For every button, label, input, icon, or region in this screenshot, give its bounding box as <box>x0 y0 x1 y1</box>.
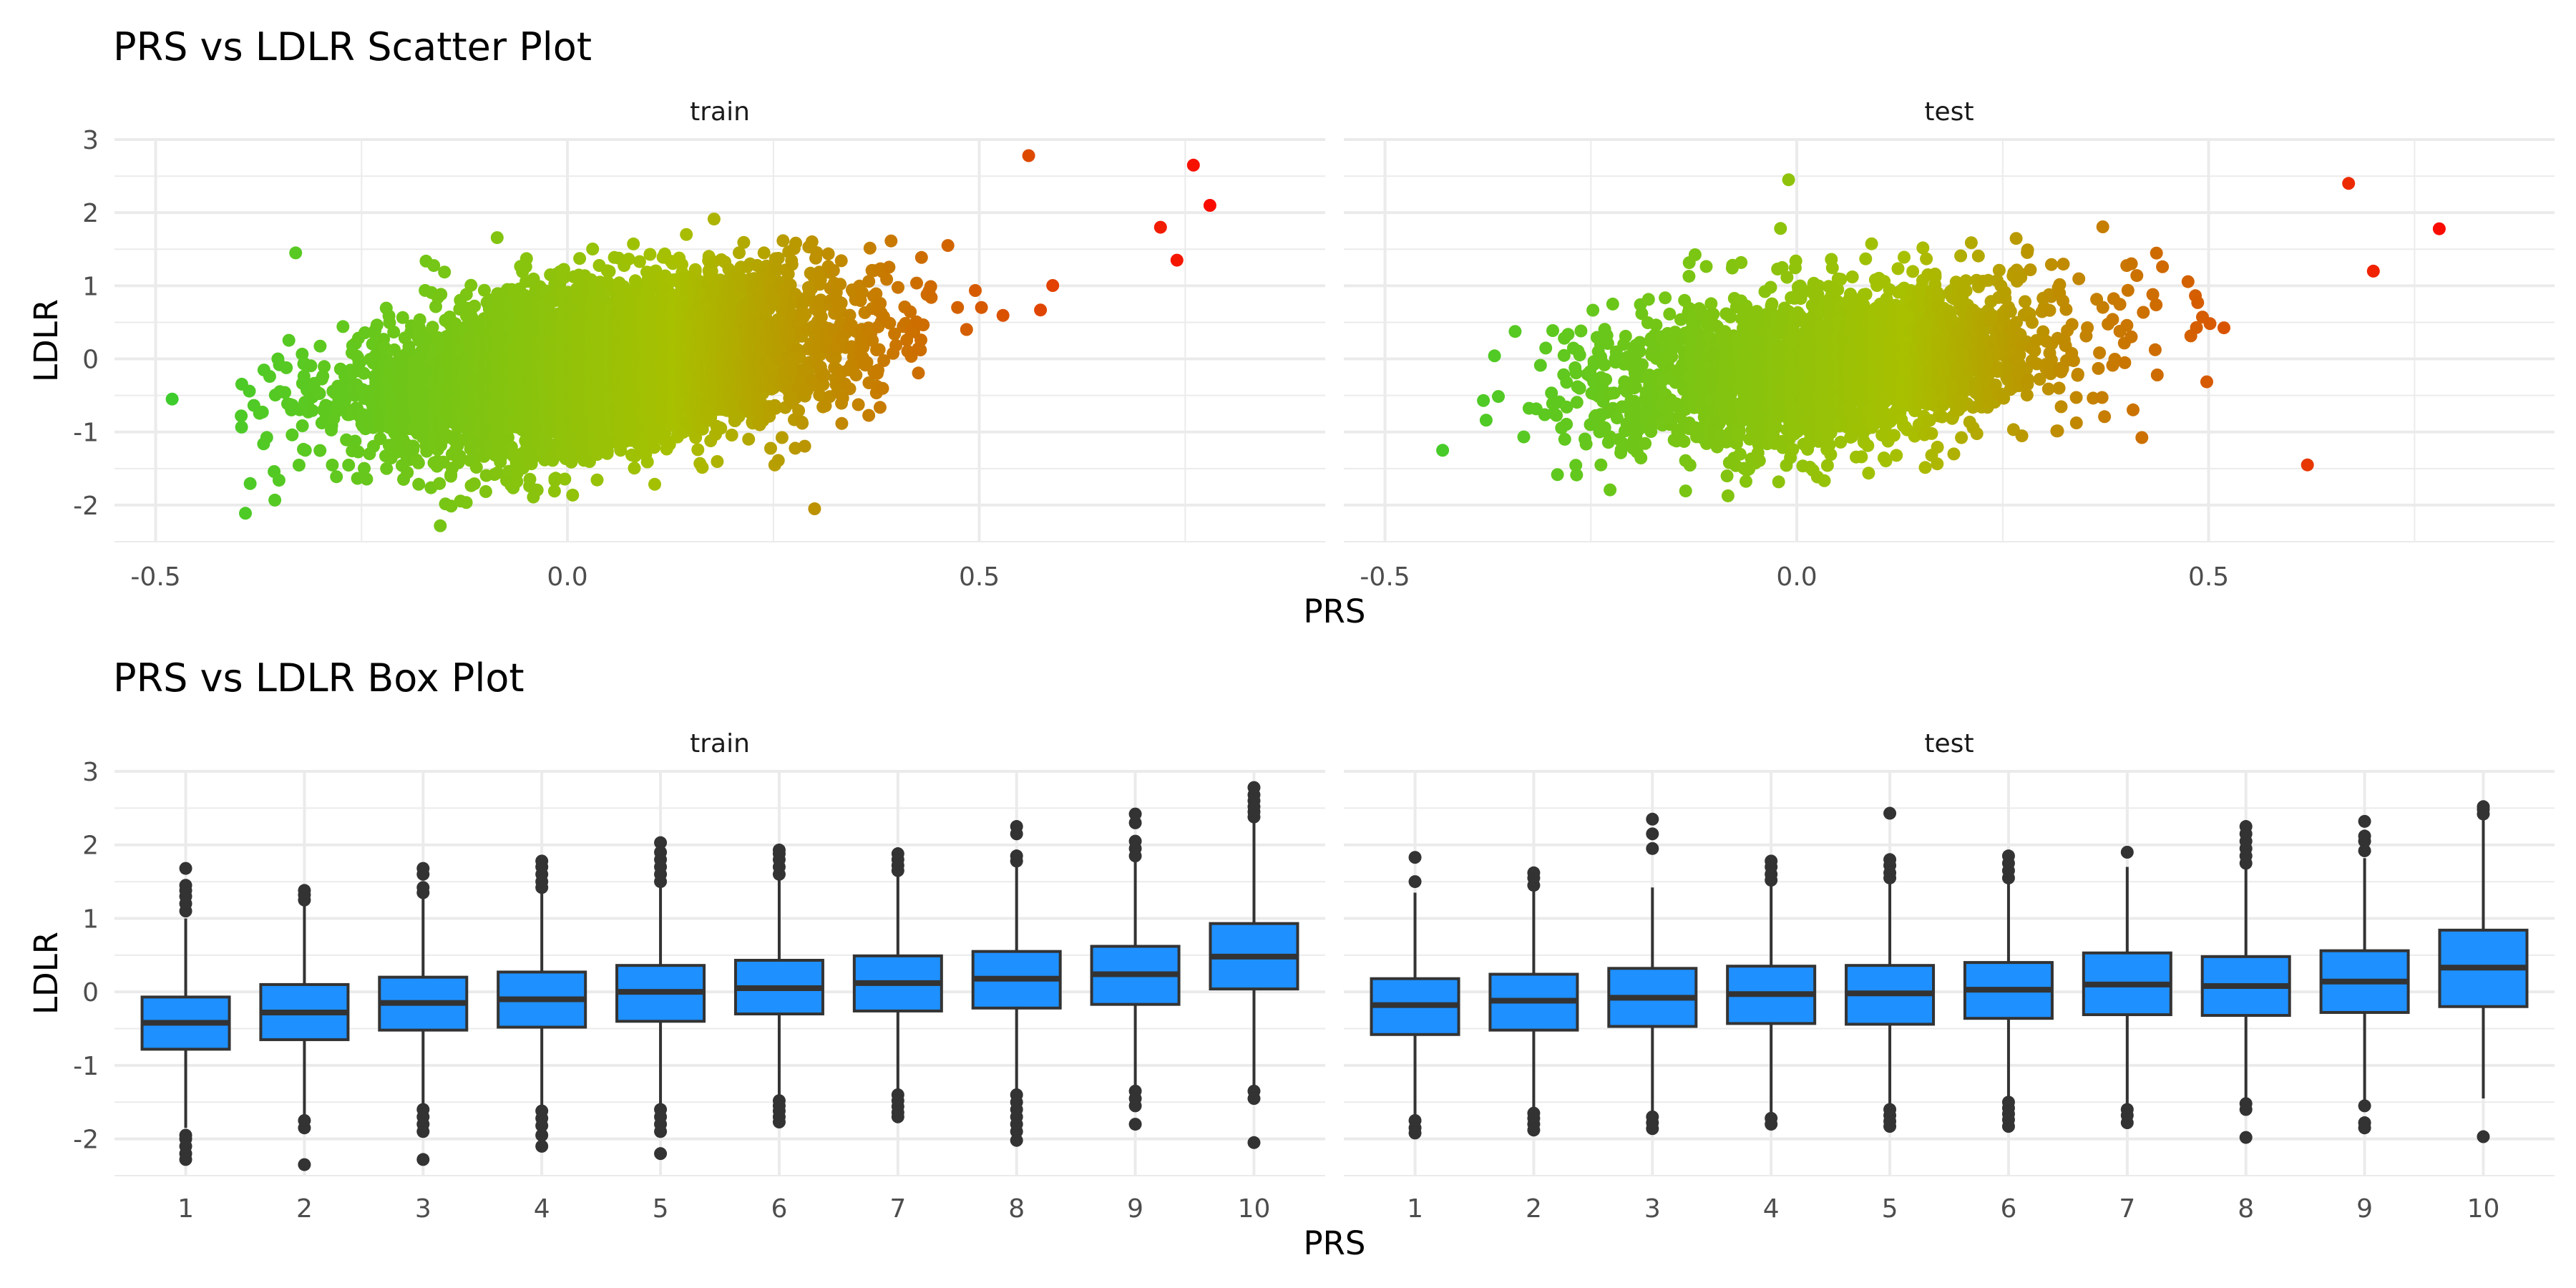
scatter-point <box>351 472 364 485</box>
scatter-point <box>434 519 447 532</box>
scatter-point <box>479 485 492 498</box>
scatter-point <box>464 278 478 292</box>
scatter-point <box>313 444 327 457</box>
scatter-point <box>433 477 447 490</box>
scatter-point <box>434 288 448 301</box>
scatter-point <box>469 461 483 474</box>
scatter-point <box>438 265 452 279</box>
scatter-point <box>260 431 273 444</box>
scatter-point <box>406 439 420 453</box>
scatter-point <box>280 361 293 374</box>
scatter-point <box>353 356 366 369</box>
scatter-point <box>558 472 572 486</box>
scatter-point <box>278 386 291 399</box>
scatter-point <box>453 449 467 463</box>
scatter-point <box>282 333 296 347</box>
scatter-point <box>297 369 311 383</box>
scatter-point <box>622 253 635 266</box>
scatter-title: PRS vs LDLR Scatter Plot <box>113 24 592 69</box>
scatter-point <box>330 470 343 484</box>
scatter-point <box>412 477 426 491</box>
scatter-point <box>296 419 309 432</box>
scatter-point <box>326 458 339 472</box>
scatter-point <box>342 459 356 472</box>
scatter-point <box>680 228 693 241</box>
scatter-point <box>519 252 533 265</box>
scatter-point <box>360 472 374 486</box>
scatter-point <box>263 370 276 384</box>
scatter-point <box>401 466 414 479</box>
scatter-point <box>243 477 257 490</box>
scatter-point <box>696 461 709 474</box>
scatter-point <box>351 445 365 459</box>
scatter-point <box>235 409 248 423</box>
scatter-point <box>304 359 318 373</box>
scatter-point <box>306 404 319 417</box>
scatter-point <box>426 321 439 334</box>
scatter-point <box>459 496 473 509</box>
scatter-point <box>586 243 600 255</box>
scatter-point <box>643 248 657 261</box>
scatter-point <box>413 313 426 326</box>
scatter-point <box>628 462 641 475</box>
scatter-point <box>648 477 661 491</box>
scatter-point <box>640 455 654 469</box>
scatter-point <box>420 444 434 458</box>
scatter-point <box>289 246 303 260</box>
scatter-point <box>235 420 248 434</box>
scatter-point <box>286 428 299 441</box>
scatter-point <box>358 462 371 475</box>
scatter-point <box>243 384 256 398</box>
scatter-point <box>298 444 312 457</box>
scatter-panel-train <box>114 138 1325 542</box>
scatter-point <box>573 252 587 265</box>
scatter-point <box>490 231 504 245</box>
scatter-point <box>370 318 384 332</box>
scatter-point <box>691 443 705 457</box>
scatter-point <box>336 320 350 333</box>
scatter-point <box>380 462 394 475</box>
scatter-point <box>627 237 640 250</box>
scatter-point <box>358 326 371 339</box>
scatter-point <box>396 311 409 324</box>
scatter-point <box>387 326 401 338</box>
scatter-point <box>292 459 306 472</box>
scatter-point <box>602 265 616 278</box>
scatter-point <box>566 488 580 502</box>
scatter-point <box>348 434 362 448</box>
scatter-point <box>255 405 269 419</box>
scatter-point <box>268 493 282 507</box>
scatter-point <box>523 472 537 486</box>
scatter-point <box>427 259 441 273</box>
scatter-point <box>590 473 604 487</box>
scatter-point <box>648 441 661 454</box>
scatter-point <box>318 360 331 374</box>
scatter-point <box>374 432 387 446</box>
scatter-point <box>468 299 482 313</box>
scatter-point <box>357 366 371 380</box>
scatter-point <box>633 255 646 268</box>
scatter-point <box>316 369 330 383</box>
scatter-point <box>313 339 327 353</box>
scatter-point <box>530 483 544 497</box>
scatter-point <box>272 474 286 487</box>
scatter-point <box>239 507 252 520</box>
scatter-point <box>467 477 481 491</box>
scatter-point <box>165 392 179 406</box>
scatter-point <box>313 387 326 400</box>
scatter-point <box>411 456 425 469</box>
